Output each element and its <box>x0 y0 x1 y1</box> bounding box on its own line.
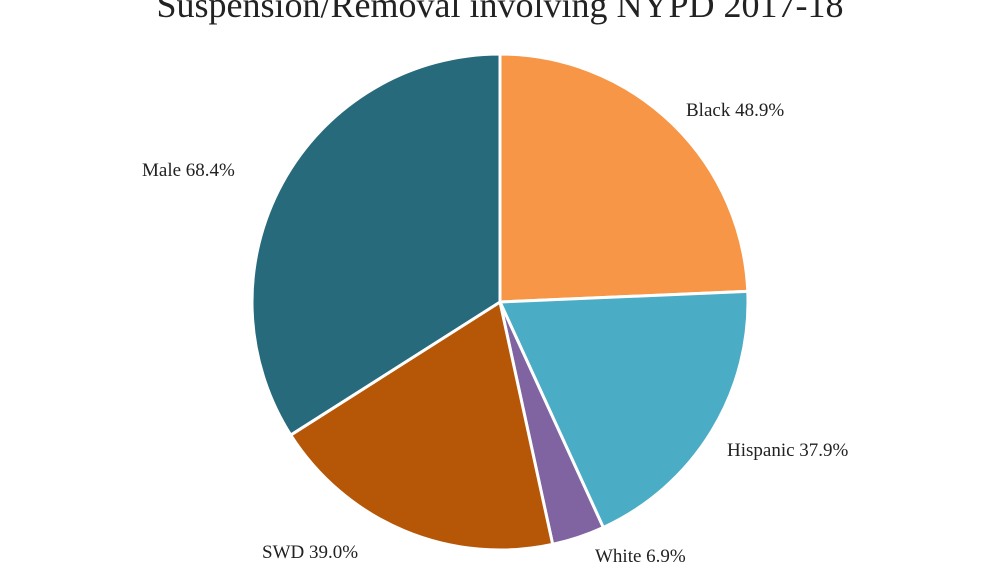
slice-label-white: White 6.9% <box>595 546 686 562</box>
chart-title: Suspension/Removal involving NYPD 2017-1… <box>156 0 843 25</box>
pie-slice-male <box>250 52 502 438</box>
slice-label-hispanic: Hispanic 37.9% <box>727 440 849 461</box>
slice-label-swd: SWD 39.0% <box>262 542 358 562</box>
pie-slice-black <box>498 52 750 304</box>
slice-label-male: Male 68.4% <box>142 160 235 181</box>
pie-slice-hispanic <box>497 289 750 530</box>
slice-label-black: Black 48.9% <box>686 100 784 121</box>
pie-slice-swd <box>288 299 555 552</box>
